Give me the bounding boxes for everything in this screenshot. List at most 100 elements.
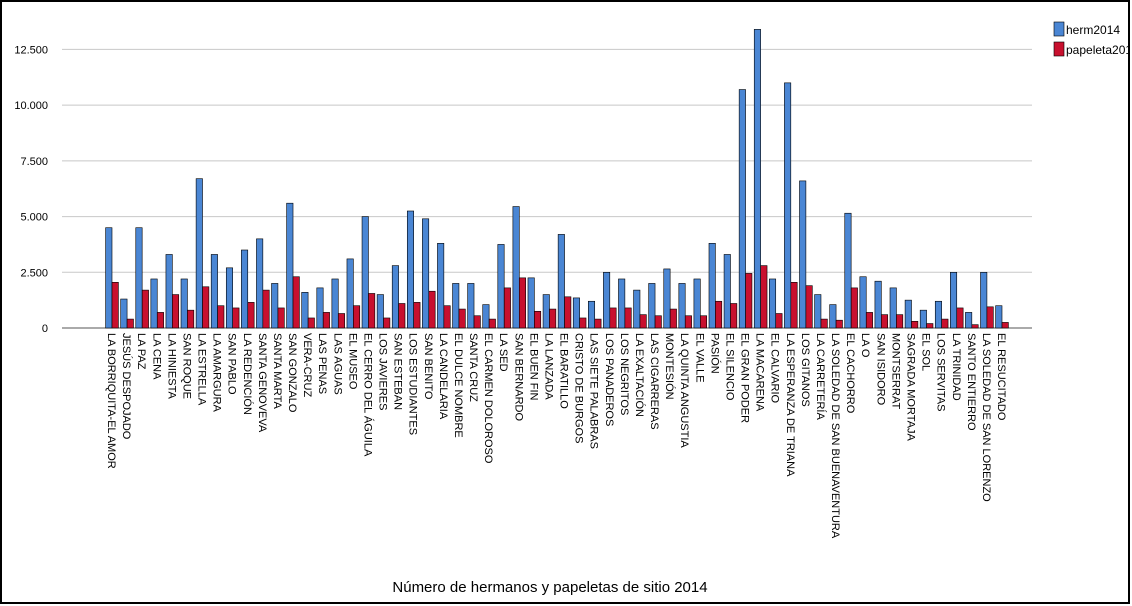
bar-papeleta2014 <box>926 323 934 329</box>
bar-herm2014 <box>331 278 339 329</box>
bar-herm2014 <box>784 82 792 329</box>
bar-papeleta2014 <box>337 313 345 329</box>
category-label: VERA-CRUZ <box>301 333 313 397</box>
bar-herm2014 <box>678 283 686 329</box>
category-label: LA O <box>859 333 871 358</box>
bar-herm2014 <box>527 277 535 329</box>
bar-papeleta2014 <box>247 302 255 329</box>
bar-herm2014 <box>482 304 490 329</box>
category-label: LAS PENAS <box>316 333 328 394</box>
bar-papeleta2014 <box>518 277 526 329</box>
bar-herm2014 <box>256 238 264 329</box>
bar-herm2014 <box>950 271 958 329</box>
bar-papeleta2014 <box>835 319 843 329</box>
category-label: SANTA MARTA <box>271 333 283 409</box>
category-label: LOS SERVITAS <box>935 333 947 411</box>
category-label: LA ESPERANZA DE TRIANA <box>784 333 796 477</box>
bar-herm2014 <box>467 283 475 329</box>
bar-papeleta2014 <box>865 312 873 329</box>
bar-papeleta2014 <box>322 312 330 329</box>
category-label: LA MACARENA <box>754 333 766 412</box>
bar-papeleta2014 <box>820 318 828 329</box>
bar-herm2014 <box>346 258 354 329</box>
bar-papeleta2014 <box>232 307 240 329</box>
bar-herm2014 <box>693 278 701 329</box>
bar-papeleta2014 <box>639 314 647 329</box>
category-label: MONTESIÓN <box>663 333 676 400</box>
category-label: EL CERRO DEL ÁGUILA <box>361 333 374 457</box>
category-labels: LA BORRIQUITA-EL AMOR JESÚS DESPOJADO LA P… <box>105 333 1007 539</box>
category-label: SAN ROQUE <box>180 333 192 399</box>
category-label: LOS PANADEROS <box>603 333 615 426</box>
legend-label-papeleta2014: papeleta2014 <box>1066 43 1130 57</box>
category-label: LA ESTRELLA <box>196 333 208 406</box>
y-tick-label: 2.500 <box>20 267 48 279</box>
bar-papeleta2014 <box>383 317 391 329</box>
bar-papeleta2014 <box>156 312 164 329</box>
bar-papeleta2014 <box>564 296 572 329</box>
bar-herm2014 <box>286 202 294 329</box>
bar-papeleta2014 <box>956 307 964 329</box>
bar-herm2014 <box>934 300 942 329</box>
bar-herm2014 <box>120 298 128 329</box>
bar-papeleta2014 <box>684 315 692 329</box>
bar-papeleta2014 <box>700 315 708 329</box>
legend: herm2014 papeleta2014 <box>1053 21 1130 57</box>
bar-herm2014 <box>874 280 882 329</box>
bar-papeleta2014 <box>654 315 662 329</box>
bar-herm2014 <box>557 234 565 329</box>
bar-herm2014 <box>588 300 596 329</box>
y-tick-label: 12.500 <box>14 44 48 56</box>
bar-papeleta2014 <box>1001 322 1009 329</box>
bar-herm2014 <box>452 283 460 329</box>
bar-herm2014 <box>512 206 520 329</box>
category-label: LAS AGUAS <box>331 333 343 395</box>
category-label: PASIÓN <box>708 333 721 374</box>
category-label: LA HINIESTA <box>165 333 177 399</box>
bar-herm2014 <box>271 283 279 329</box>
bar-herm2014 <box>648 283 656 329</box>
bar-herm2014 <box>708 243 716 329</box>
category-label: LA LANZADA <box>542 333 554 400</box>
bar-herm2014 <box>135 227 143 329</box>
bar-papeleta2014 <box>715 300 723 329</box>
bar-herm2014 <box>422 218 430 329</box>
category-label: LA TRINIDAD <box>950 333 962 401</box>
legend-swatch-papeleta2014 <box>1053 41 1065 57</box>
category-label: SAN ISIDORO <box>874 333 886 406</box>
category-label: LA CARRETERÍA <box>814 333 827 420</box>
bar-herm2014 <box>919 309 927 329</box>
bar-herm2014 <box>150 278 158 329</box>
bar-herm2014 <box>753 29 761 329</box>
category-label: SAGRADA MORTAJA <box>904 333 916 441</box>
bar-herm2014 <box>814 294 822 329</box>
category-label: SANTA CRUZ <box>467 333 479 402</box>
category-label: LA BORRIQUITA-EL AMOR <box>105 333 117 469</box>
gridlines <box>62 48 1032 329</box>
category-label: LOS GITANOS <box>799 333 811 407</box>
category-label: EL SILENCIO <box>723 333 735 401</box>
category-label: LA AMARGURA <box>211 333 223 413</box>
bar-papeleta2014 <box>745 273 753 329</box>
bar-papeleta2014 <box>669 308 677 329</box>
bar-herm2014 <box>980 271 988 329</box>
bar-herm2014 <box>361 216 369 329</box>
category-label: EL DULCE NOMBRE <box>452 333 464 438</box>
bar-papeleta2014 <box>111 282 119 329</box>
category-label: SAN BERNARDO <box>512 333 524 421</box>
category-label: LA QUINTA ANGUSTIA <box>678 333 690 448</box>
bar-papeleta2014 <box>443 305 451 329</box>
bar-papeleta2014 <box>277 307 285 329</box>
bar-herm2014 <box>165 254 173 329</box>
bar-herm2014 <box>497 244 505 329</box>
bar-herm2014 <box>195 178 203 329</box>
bar-herm2014 <box>723 254 731 329</box>
category-label: LOS ESTUDIANTES <box>407 333 419 435</box>
bar-papeleta2014 <box>624 307 632 329</box>
bar-herm2014 <box>859 276 867 329</box>
bar-papeleta2014 <box>217 305 225 329</box>
bar-papeleta2014 <box>428 290 436 329</box>
category-label: EL BUEN FIN <box>527 333 539 400</box>
category-label: SANTO ENTIERRO <box>965 333 977 431</box>
